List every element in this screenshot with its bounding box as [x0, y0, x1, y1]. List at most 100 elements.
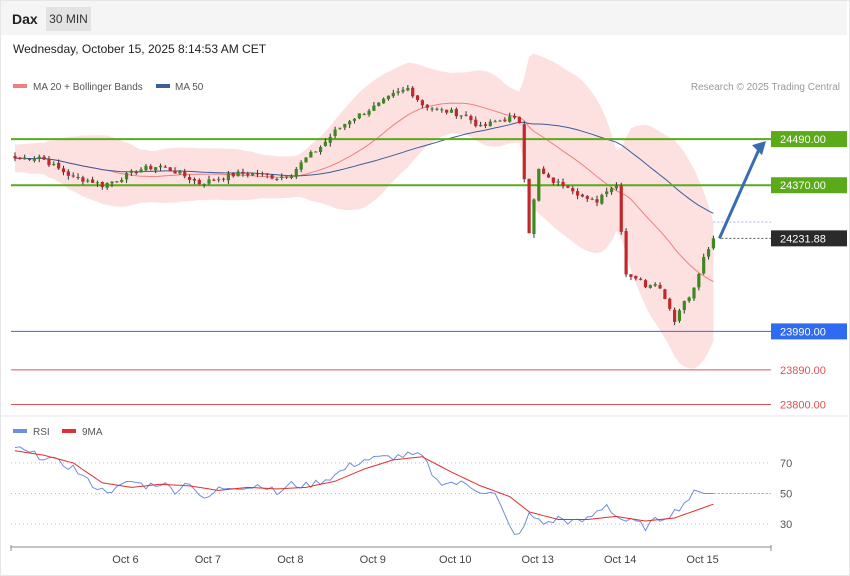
- candle-body: [639, 278, 643, 280]
- candle-body: [702, 257, 706, 274]
- candle-body: [57, 162, 61, 169]
- candle-body: [648, 285, 652, 288]
- resistance-label-box-1: [771, 177, 847, 194]
- candle-body: [386, 95, 391, 100]
- candle-body: [391, 92, 395, 97]
- candle-body: [217, 179, 221, 181]
- candle-body: [76, 177, 80, 179]
- candle-body: [411, 87, 415, 97]
- candle-body: [333, 129, 337, 137]
- candle-body: [488, 121, 492, 127]
- ma20-legend-swatch: [13, 84, 27, 88]
- candle-body: [154, 167, 158, 171]
- candle-body: [711, 238, 715, 249]
- rsi-tick-50: 50: [780, 489, 792, 501]
- candle-body: [61, 168, 66, 173]
- candle-body: [168, 167, 172, 172]
- candle-body: [81, 177, 85, 182]
- candle-body: [609, 188, 614, 193]
- candle-body: [449, 109, 454, 113]
- candle-body: [614, 185, 618, 189]
- candle-body: [440, 109, 444, 111]
- candle-body: [37, 156, 41, 159]
- ma50-legend-label: MA 50: [175, 82, 204, 93]
- candle-body: [27, 158, 32, 160]
- candle-body: [503, 119, 507, 122]
- candle-body: [115, 181, 119, 183]
- candle-body: [348, 121, 352, 125]
- candle-body: [585, 196, 589, 199]
- symbol-name: Dax: [12, 11, 38, 27]
- candle-body: [469, 115, 473, 121]
- candle-body: [362, 114, 366, 116]
- candle-body: [406, 88, 410, 91]
- candle-body: [343, 124, 347, 128]
- candle-body: [556, 181, 560, 183]
- rsi-legend-swatch: [13, 429, 27, 433]
- timeframe-button[interactable]: 30 MIN: [46, 7, 91, 31]
- candle-body: [454, 109, 458, 117]
- candle-body: [149, 166, 153, 170]
- candle-body: [697, 273, 701, 288]
- candle-body: [285, 176, 289, 178]
- rsi-ma-legend-label: 9MA: [82, 427, 103, 438]
- candle-body: [246, 173, 250, 176]
- candle-body: [643, 280, 648, 288]
- candle-body: [231, 173, 235, 177]
- candle-body: [158, 165, 163, 168]
- candle-body: [464, 114, 468, 116]
- candle-body: [445, 109, 449, 113]
- candle-body: [576, 191, 580, 196]
- candle-body: [178, 171, 182, 174]
- candle-body: [619, 185, 623, 232]
- candle-body: [139, 169, 143, 173]
- candle-body: [474, 119, 478, 126]
- candle-body: [357, 113, 361, 119]
- candle-body: [682, 301, 686, 311]
- candle-body: [188, 177, 192, 180]
- candle-body: [192, 178, 197, 181]
- candle-body: [124, 173, 129, 180]
- resistance-label-0: 24490.00: [780, 134, 826, 146]
- candle-body: [653, 284, 657, 286]
- rsi-legend-label: RSI: [33, 427, 50, 438]
- candle-body: [338, 127, 342, 129]
- top-bar: Dax 30 MIN: [1, 1, 847, 35]
- candle-body: [600, 194, 604, 204]
- ma20-legend-label: MA 20 + Bollinger Bands: [33, 82, 143, 93]
- candle-body: [590, 198, 594, 200]
- rsi-line: [14, 446, 714, 536]
- candle-body: [294, 169, 298, 177]
- projection-arrowhead: [752, 141, 766, 156]
- candle-body: [71, 175, 75, 177]
- candle-body: [241, 171, 245, 174]
- candle-body: [561, 181, 565, 187]
- candle-body: [212, 179, 216, 181]
- resistance-label-1: 24370.00: [780, 180, 826, 192]
- candle-body: [435, 108, 439, 110]
- candle-body: [255, 173, 260, 175]
- candle-body: [415, 95, 420, 101]
- candle-body: [275, 179, 279, 181]
- x-tick-label: Oct 10: [439, 554, 471, 566]
- support-label-4: 23890.00: [780, 365, 826, 377]
- candle-body: [571, 188, 575, 192]
- candle-body: [221, 178, 226, 180]
- x-tick-label: Oct 8: [277, 554, 303, 566]
- rsi-ma-line: [14, 450, 714, 522]
- bollinger-band: [15, 53, 714, 369]
- candle-body: [318, 147, 323, 153]
- candle-body: [493, 121, 497, 123]
- candle-body: [595, 199, 599, 203]
- copyright-text: Research © 2025 Trading Central: [691, 82, 840, 93]
- candle-body: [517, 116, 521, 124]
- candle-body: [52, 163, 56, 165]
- candle-body: [100, 182, 104, 188]
- candle-body: [479, 124, 483, 127]
- resistance-label-box-0: [771, 131, 847, 148]
- candle-body: [144, 165, 148, 171]
- candle-body: [677, 310, 682, 321]
- candle-body: [706, 249, 711, 257]
- current-price-box: [771, 230, 847, 247]
- candle-body: [512, 115, 517, 118]
